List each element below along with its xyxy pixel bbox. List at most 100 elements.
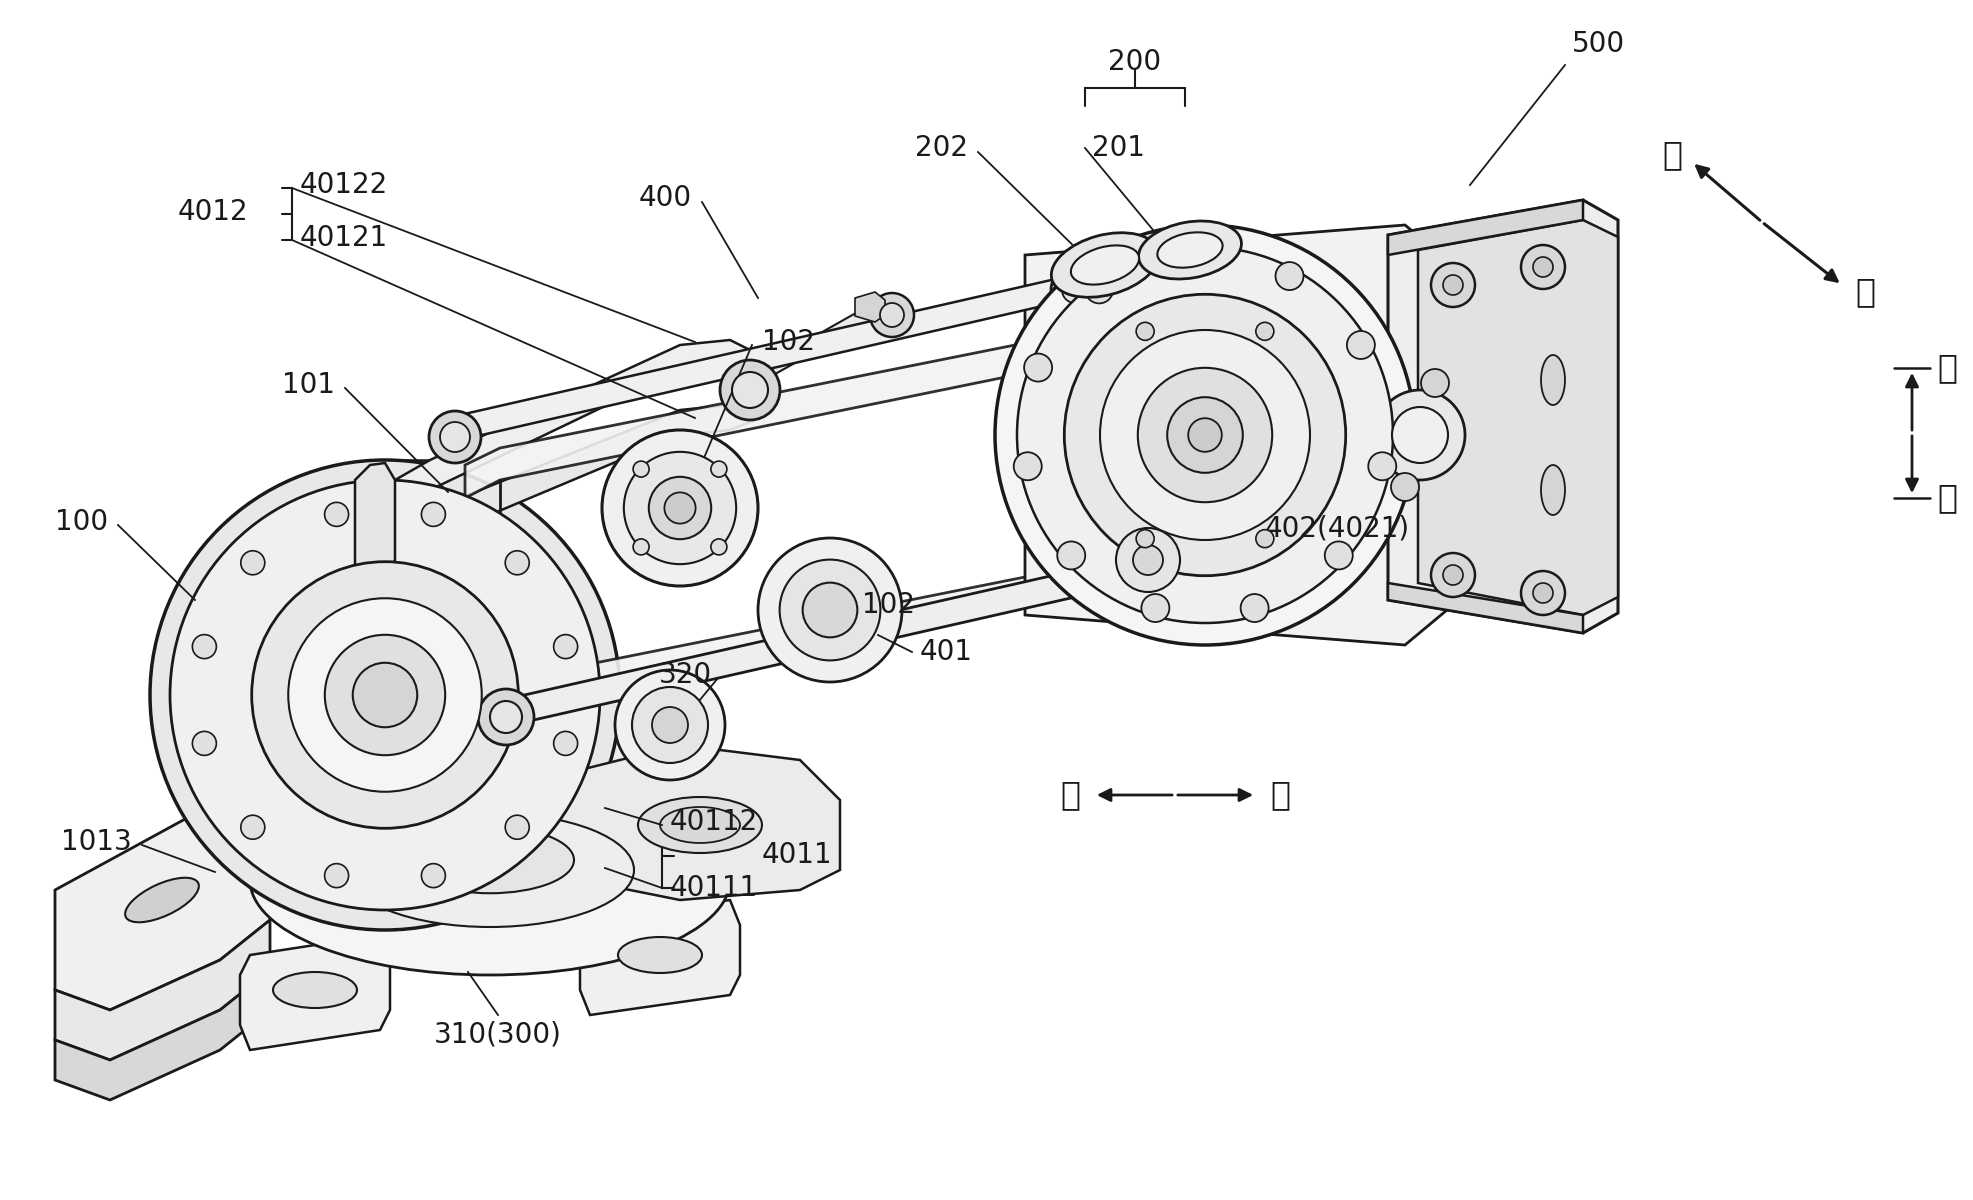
Ellipse shape xyxy=(631,686,708,763)
Circle shape xyxy=(880,302,904,326)
Circle shape xyxy=(440,422,470,452)
Polygon shape xyxy=(748,305,900,388)
Ellipse shape xyxy=(1142,594,1170,622)
Text: 40122: 40122 xyxy=(300,170,389,199)
Circle shape xyxy=(1442,565,1464,584)
Ellipse shape xyxy=(1052,233,1158,298)
Text: 401: 401 xyxy=(919,638,973,666)
Text: 100: 100 xyxy=(55,508,109,536)
Polygon shape xyxy=(55,920,270,1060)
Ellipse shape xyxy=(1071,245,1138,284)
Circle shape xyxy=(1430,553,1476,596)
Circle shape xyxy=(554,635,578,659)
Ellipse shape xyxy=(1138,221,1241,280)
Polygon shape xyxy=(854,292,886,322)
Text: 左: 左 xyxy=(1661,138,1683,172)
Ellipse shape xyxy=(1111,536,1186,612)
Circle shape xyxy=(720,360,779,420)
Polygon shape xyxy=(395,404,760,560)
Polygon shape xyxy=(355,463,395,580)
Ellipse shape xyxy=(1324,541,1353,570)
Circle shape xyxy=(1257,529,1275,547)
Ellipse shape xyxy=(1063,294,1346,576)
Ellipse shape xyxy=(623,452,736,564)
Polygon shape xyxy=(55,800,270,1010)
Circle shape xyxy=(1533,583,1553,602)
Ellipse shape xyxy=(637,797,762,853)
Ellipse shape xyxy=(170,480,600,910)
Ellipse shape xyxy=(618,937,702,973)
Circle shape xyxy=(505,815,529,839)
Circle shape xyxy=(1061,277,1087,302)
Ellipse shape xyxy=(1275,262,1304,290)
Ellipse shape xyxy=(1101,330,1310,540)
Polygon shape xyxy=(466,338,1160,498)
Circle shape xyxy=(422,503,446,527)
Ellipse shape xyxy=(251,785,730,974)
Ellipse shape xyxy=(1014,452,1042,480)
Ellipse shape xyxy=(602,430,758,586)
Ellipse shape xyxy=(1178,241,1206,270)
Circle shape xyxy=(1421,370,1448,397)
Polygon shape xyxy=(241,935,391,1050)
Text: 500: 500 xyxy=(1572,30,1626,58)
Polygon shape xyxy=(487,558,1160,740)
Circle shape xyxy=(1533,257,1553,277)
Text: 下: 下 xyxy=(1937,481,1957,515)
Circle shape xyxy=(428,410,481,463)
Polygon shape xyxy=(1419,220,1618,614)
Ellipse shape xyxy=(1024,354,1052,382)
Polygon shape xyxy=(545,745,840,900)
Ellipse shape xyxy=(1138,367,1273,502)
Text: 402(4021): 402(4021) xyxy=(1265,514,1411,542)
Ellipse shape xyxy=(661,806,740,842)
Circle shape xyxy=(732,372,767,408)
Circle shape xyxy=(633,461,649,478)
Ellipse shape xyxy=(758,538,902,682)
Circle shape xyxy=(1521,571,1565,614)
Polygon shape xyxy=(55,970,270,1100)
Text: 1013: 1013 xyxy=(61,828,132,856)
Text: 40112: 40112 xyxy=(671,808,758,836)
Ellipse shape xyxy=(150,460,620,930)
Circle shape xyxy=(1136,529,1154,547)
Ellipse shape xyxy=(1158,233,1223,268)
Ellipse shape xyxy=(1541,355,1565,404)
Circle shape xyxy=(710,461,726,478)
Text: 上: 上 xyxy=(1937,352,1957,384)
Ellipse shape xyxy=(288,599,481,792)
Text: 4011: 4011 xyxy=(762,841,833,869)
Text: 右: 右 xyxy=(1855,276,1874,308)
Ellipse shape xyxy=(406,827,574,893)
Circle shape xyxy=(422,864,446,888)
Ellipse shape xyxy=(779,559,880,660)
Polygon shape xyxy=(1387,200,1582,254)
Polygon shape xyxy=(1026,226,1466,646)
Text: 4012: 4012 xyxy=(178,198,249,226)
Circle shape xyxy=(505,551,529,575)
Text: 200: 200 xyxy=(1109,48,1162,76)
Text: 40121: 40121 xyxy=(300,224,389,252)
Circle shape xyxy=(1442,275,1464,295)
Text: 201: 201 xyxy=(1091,134,1144,162)
Ellipse shape xyxy=(1099,510,1198,610)
Circle shape xyxy=(1052,266,1099,314)
Ellipse shape xyxy=(1127,552,1170,596)
Circle shape xyxy=(477,689,535,745)
Polygon shape xyxy=(1387,200,1618,634)
Circle shape xyxy=(633,539,649,554)
Text: 102: 102 xyxy=(762,328,815,356)
Circle shape xyxy=(1391,473,1419,502)
Ellipse shape xyxy=(651,707,689,743)
Ellipse shape xyxy=(1393,407,1448,463)
Ellipse shape xyxy=(1133,545,1162,575)
Ellipse shape xyxy=(326,635,446,755)
Circle shape xyxy=(489,701,523,733)
Text: 后: 后 xyxy=(1060,779,1079,811)
Text: 400: 400 xyxy=(639,184,693,212)
Ellipse shape xyxy=(616,670,724,780)
Ellipse shape xyxy=(253,562,519,828)
Ellipse shape xyxy=(1016,247,1393,623)
Ellipse shape xyxy=(1367,452,1397,480)
Circle shape xyxy=(193,731,217,755)
